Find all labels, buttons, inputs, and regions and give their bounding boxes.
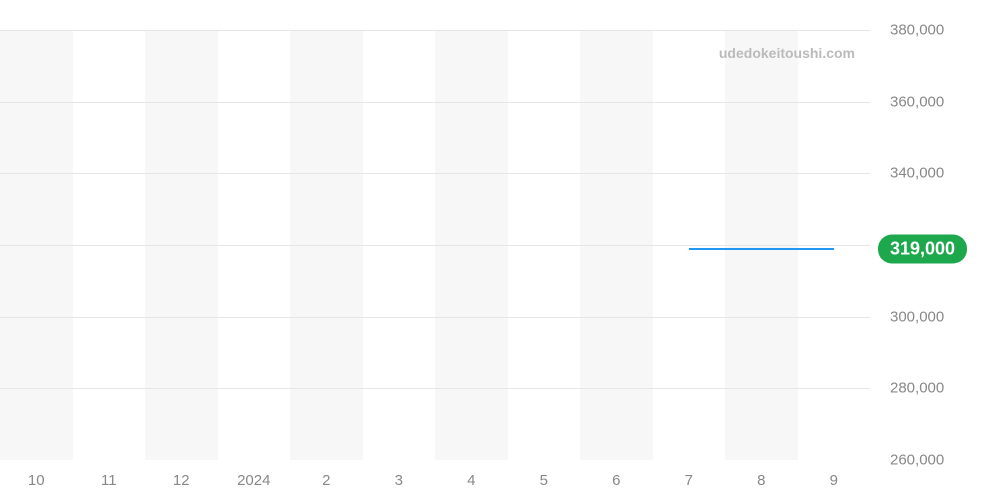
plot-area bbox=[0, 30, 870, 460]
y-tick-label: 380,000 bbox=[890, 22, 944, 39]
y-tick-label: 260,000 bbox=[890, 452, 944, 469]
x-tick-label: 7 bbox=[685, 472, 693, 489]
gridline bbox=[0, 102, 870, 103]
x-tick-label: 11 bbox=[101, 472, 117, 489]
x-tick-label: 2 bbox=[322, 472, 330, 489]
x-tick-label: 12 bbox=[173, 472, 190, 489]
x-tick-label: 6 bbox=[612, 472, 620, 489]
x-tick-label: 10 bbox=[28, 472, 45, 489]
x-tick-label: 5 bbox=[540, 472, 548, 489]
y-tick-label: 340,000 bbox=[890, 165, 944, 182]
x-tick-label: 8 bbox=[757, 472, 765, 489]
x-tick-label: 4 bbox=[467, 472, 475, 489]
x-tick-label: 3 bbox=[395, 472, 403, 489]
watermark: udedokeitoushi.com bbox=[719, 45, 855, 61]
gridline bbox=[0, 388, 870, 389]
y-tick-label: 360,000 bbox=[890, 93, 944, 110]
current-value-badge: 319,000 bbox=[878, 234, 967, 263]
gridline bbox=[0, 173, 870, 174]
gridline bbox=[0, 30, 870, 31]
x-tick-label: 2024 bbox=[237, 472, 270, 489]
price-line bbox=[689, 248, 834, 250]
y-tick-label: 300,000 bbox=[890, 308, 944, 325]
x-tick-label: 9 bbox=[830, 472, 838, 489]
gridline bbox=[0, 317, 870, 318]
price-chart: 260,000280,000300,000320,000340,000360,0… bbox=[0, 0, 1000, 500]
gridline bbox=[0, 245, 870, 246]
y-tick-label: 280,000 bbox=[890, 380, 944, 397]
